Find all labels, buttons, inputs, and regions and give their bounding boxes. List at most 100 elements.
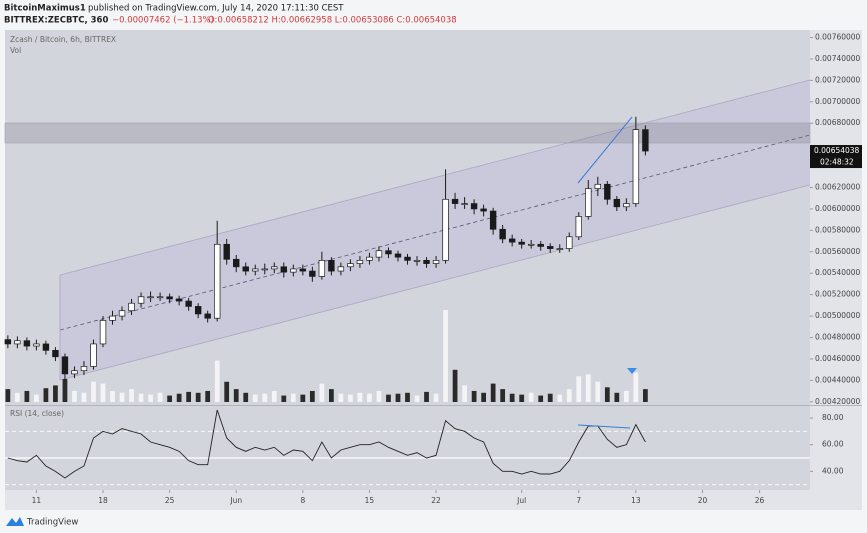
volume-bar — [414, 395, 420, 402]
candle-body — [394, 253, 402, 258]
volume-bar — [348, 394, 353, 402]
volume-bar — [490, 383, 496, 402]
volume-bar — [557, 394, 563, 402]
x-tick-label: 13 — [631, 496, 641, 505]
candle-body — [109, 315, 116, 321]
x-tick-label: 7 — [576, 496, 581, 505]
candle-body — [14, 340, 21, 345]
candle-body — [128, 302, 135, 312]
candle-body — [118, 310, 126, 317]
volume-bar — [34, 394, 39, 402]
volume-bar — [595, 381, 601, 402]
channel-middle — [59, 134, 811, 331]
logo — [6, 517, 24, 526]
candle-body — [347, 263, 354, 268]
candle-body — [156, 296, 164, 299]
volume-bar — [148, 394, 153, 402]
candle-body — [442, 198, 449, 261]
time-axis — [5, 490, 862, 510]
y-tick-label: 0.00740000 — [815, 54, 861, 63]
volume-bar — [643, 389, 648, 402]
volume-bar — [566, 389, 572, 402]
trend-line — [577, 116, 633, 184]
x-tick-label: 18 — [98, 496, 108, 505]
rsi-label: RSI (14, close) — [10, 409, 64, 418]
candle-body — [385, 250, 392, 255]
published: published on TradingView.com, July 14, 2… — [88, 4, 344, 14]
candle-body — [337, 266, 345, 272]
volume-bar — [433, 393, 439, 402]
volume-bar — [395, 393, 401, 402]
candle-body — [432, 260, 440, 264]
candle-body — [594, 183, 602, 189]
volume-bar — [443, 310, 448, 402]
candle-body — [623, 203, 630, 208]
volume-bar — [243, 392, 249, 402]
candle-body — [413, 260, 421, 262]
candle-body — [223, 243, 230, 260]
volume-bar — [604, 387, 610, 402]
volume-bar — [62, 379, 68, 402]
candle-body — [423, 260, 430, 264]
candle-body — [23, 340, 31, 347]
candle-body — [166, 296, 173, 300]
volume-bar — [214, 360, 220, 402]
x-tick-label: 22 — [431, 496, 441, 505]
price-label: 0.00654038 — [814, 146, 860, 155]
volume-bar — [300, 394, 306, 402]
channel-fill — [60, 80, 810, 380]
volume-bar — [119, 392, 125, 402]
volume-bar — [252, 394, 258, 402]
candle-body — [290, 268, 297, 273]
candle-body — [328, 260, 335, 272]
candle-body — [604, 183, 611, 200]
candle-body — [185, 300, 192, 307]
candle-body — [309, 270, 316, 277]
candle-body — [375, 250, 383, 258]
volume-bar — [585, 374, 591, 402]
marks: 0.00420000 0.00440000 0.00460000 0.00480000… — [4, 33, 862, 505]
candle-body — [366, 256, 373, 261]
channel-upper — [59, 79, 811, 276]
rsi-tick-label: 60.00 — [822, 440, 844, 449]
candle-body — [480, 208, 487, 212]
volume-bar — [5, 389, 11, 402]
y-tick-label: 0.00440000 — [815, 375, 861, 384]
volume-bar — [576, 376, 582, 402]
price-pane — [5, 30, 810, 405]
candle-body — [33, 343, 40, 347]
y-tick-label: 0.00580000 — [815, 225, 861, 234]
y-tick-label: 0.00560000 — [815, 247, 861, 256]
rsi-pane — [5, 406, 810, 490]
candle-body — [61, 356, 69, 375]
candle-body — [556, 248, 563, 250]
volume-bar — [233, 389, 239, 402]
countdown: 02:48:32 — [820, 158, 854, 167]
candle-body — [642, 129, 649, 152]
volume-bar — [195, 392, 201, 402]
candle-body — [147, 296, 154, 299]
x-tick-label: 20 — [698, 496, 708, 505]
candle-body — [508, 238, 516, 243]
candle-body — [252, 268, 259, 272]
volume-bar — [129, 389, 134, 402]
volume-label: Vol — [10, 46, 21, 55]
candle-body — [451, 198, 459, 204]
volume-bar — [405, 392, 410, 402]
candle-body — [99, 320, 107, 345]
volume-bar — [462, 385, 467, 402]
volume-bar — [100, 383, 106, 402]
candle-body — [547, 246, 554, 249]
volume-bar — [328, 389, 334, 402]
candle-body — [356, 260, 364, 264]
candle-body — [613, 198, 621, 208]
candle-body — [261, 268, 268, 271]
candle-body — [585, 188, 592, 217]
chart-title: Zcash / Bitcoin, 6h, BITTREX — [10, 35, 116, 44]
candle-body — [271, 266, 278, 270]
volume-bar — [281, 395, 287, 402]
y-tick-label: 0.00420000 — [815, 397, 861, 406]
volume-bar — [14, 392, 20, 402]
candle-body — [233, 258, 240, 268]
symbol: BITTREX:ZECBTC, 360 — [4, 16, 108, 26]
